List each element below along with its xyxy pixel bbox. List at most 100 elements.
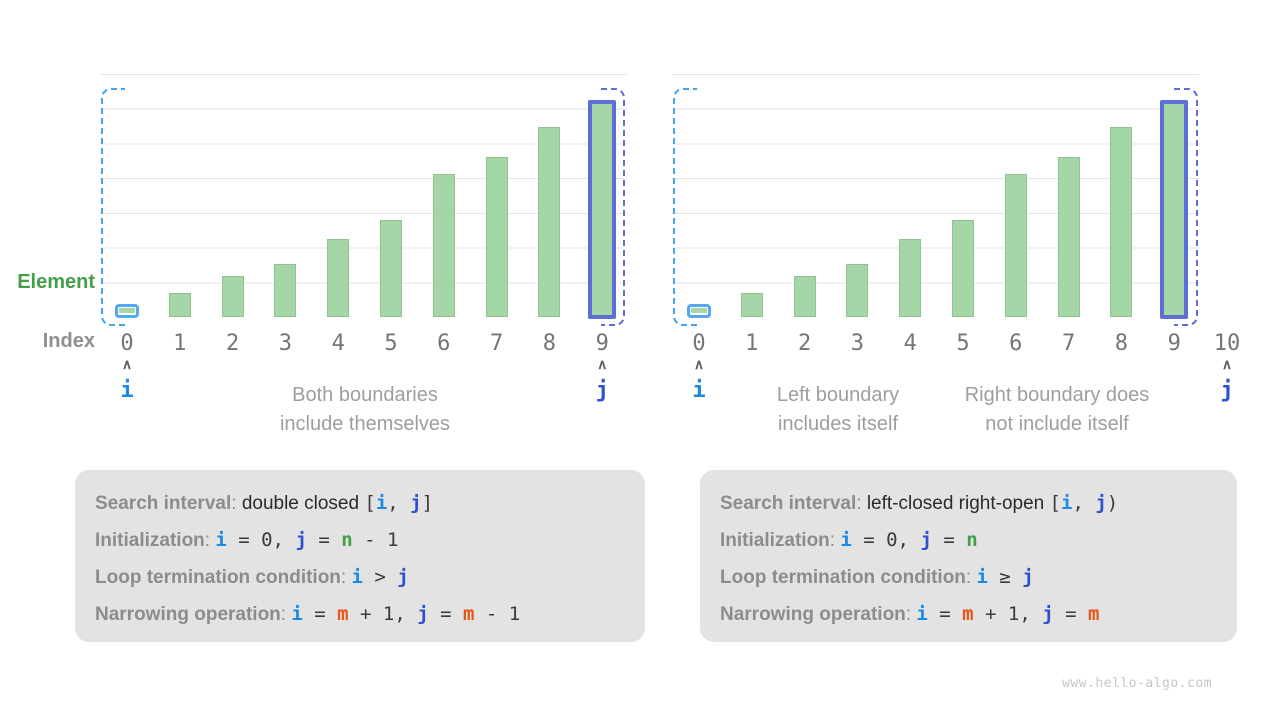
bar-plot	[100, 74, 627, 319]
info-code-segment: = 0,	[226, 529, 296, 551]
info-line: Search interval: double closed [i, j]	[95, 485, 645, 522]
bar-plot	[672, 74, 1199, 319]
index-label: 1	[745, 331, 759, 356]
bar	[327, 239, 350, 317]
info-i-segment: i	[291, 603, 303, 625]
info-line: Loop termination condition: i ≥ j	[720, 559, 1237, 596]
info-line: Initialization: i = 0, j = n - 1	[95, 522, 645, 559]
index-label: 7	[489, 331, 504, 356]
info-code-segment: =	[302, 603, 338, 625]
info-i-segment: i	[1060, 492, 1073, 514]
index-label: 6	[437, 331, 451, 356]
info-i-segment: i	[375, 492, 388, 514]
bar	[1057, 157, 1080, 317]
info-code-segment: =	[927, 603, 963, 625]
bar	[1004, 174, 1027, 317]
bar	[846, 264, 869, 317]
interval-right-bracket	[601, 88, 625, 326]
info-code-segment: ≥	[987, 566, 1023, 588]
info-label: Initialization	[95, 530, 205, 551]
boundary-caption: Both boundaries include themselves	[279, 384, 451, 435]
caret-up-icon: ∧	[597, 356, 608, 372]
index-label: 3	[850, 331, 865, 356]
info-code-segment: =	[931, 529, 967, 551]
info-sep-segment: :	[231, 493, 242, 514]
info-code-segment: =	[1053, 603, 1089, 625]
index-label: 4	[903, 331, 917, 356]
bar	[168, 293, 191, 317]
index-label: 2	[225, 331, 240, 356]
bar	[485, 157, 508, 317]
bar-fill	[691, 308, 707, 313]
bar	[793, 276, 816, 317]
info-line: Search interval: left-closed right-open …	[720, 485, 1237, 522]
bar-j-highlight	[588, 100, 617, 319]
info-i-segment: i	[976, 566, 988, 588]
info-j-segment: j	[397, 566, 409, 588]
info-sep-segment: :	[829, 530, 841, 551]
interval-right-bracket	[1174, 88, 1198, 326]
info-sep-segment: :	[340, 567, 352, 588]
info-label: Loop termination condition	[720, 567, 966, 588]
index-label: 9	[1167, 331, 1181, 356]
info-code-segment: >	[362, 566, 398, 588]
index-label: 8	[1114, 331, 1129, 356]
info-label: Initialization	[720, 530, 830, 551]
info-sep-segment: :	[965, 567, 977, 588]
index-label: 5	[384, 331, 398, 356]
caret-up-icon: ∧	[693, 356, 705, 372]
info-plain-segment: left-closed right-open	[866, 493, 1050, 514]
info-n-segment: n	[341, 529, 353, 551]
bar	[274, 264, 297, 317]
boundary-caption: Right boundary does not include itself	[964, 384, 1150, 435]
bar	[952, 220, 974, 317]
info-i-segment: i	[840, 529, 852, 551]
info-code-segment: = 0,	[851, 529, 921, 551]
info-j-segment: j	[295, 529, 307, 551]
bar-fill	[119, 308, 135, 313]
index-label: 9	[595, 331, 609, 356]
info-code-segment: - 1	[352, 529, 399, 551]
info-code-segment: - 1	[474, 603, 521, 625]
info-label: Narrowing operation	[720, 604, 906, 625]
bar	[1110, 127, 1133, 317]
info-j-segment: j	[417, 603, 429, 625]
info-box-double-closed: Search interval: double closed [i, j] Ini…	[75, 470, 645, 642]
info-label: Narrowing operation	[95, 604, 281, 625]
info-plain-segment: double closed	[241, 493, 365, 514]
info-code-segment: =	[428, 603, 464, 625]
info-box-left-closed-right-open: Search interval: left-closed right-open …	[700, 470, 1237, 642]
info-line: Narrowing operation: i = m + 1, j = m	[720, 596, 1237, 633]
boundary-caption: Left boundary includes itself	[776, 384, 900, 435]
index-label: 5	[956, 331, 970, 356]
info-m-segment: m	[962, 603, 974, 625]
info-i-segment: i	[215, 529, 227, 551]
bar	[538, 127, 561, 317]
bar	[899, 239, 922, 317]
bar	[380, 220, 402, 317]
bar	[432, 174, 455, 317]
info-code-segment: )	[1106, 492, 1119, 514]
info-sep-segment: :	[280, 604, 292, 625]
bar-i-highlight	[115, 304, 139, 318]
index-label: 0	[692, 331, 706, 356]
info-j-segment: j	[410, 492, 422, 514]
bar	[740, 293, 763, 317]
info-code-segment: + 1,	[348, 603, 418, 625]
i-pointer-label: i	[120, 378, 134, 403]
info-j-segment: j	[920, 529, 932, 551]
info-i-segment: i	[916, 603, 928, 625]
info-sep-segment: :	[856, 493, 867, 514]
panel-double-closed: 0 1 2 3 4 5 6 7 8 9 ∧ i ∧ j Both boundaries include the…	[100, 0, 685, 455]
interval-left-bracket	[101, 88, 125, 326]
index-label: 7	[1061, 331, 1076, 356]
index-label: 6	[1009, 331, 1023, 356]
info-label: Search interval	[95, 493, 232, 514]
info-m-segment: m	[337, 603, 349, 625]
j-pointer-label: j	[1220, 378, 1234, 403]
interval-left-bracket	[673, 88, 697, 326]
index-label: 0	[120, 331, 134, 356]
info-m-segment: m	[1088, 603, 1100, 625]
caret-up-icon: ∧	[121, 356, 133, 372]
